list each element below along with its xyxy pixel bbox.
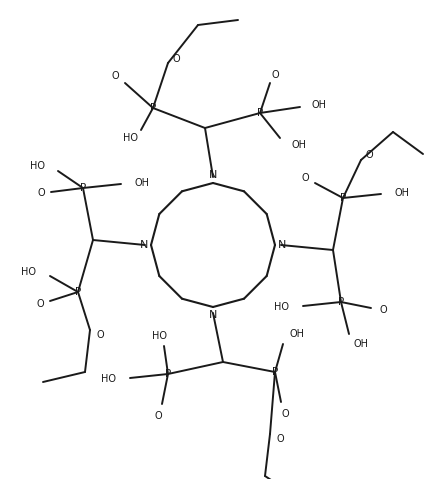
Text: P: P [75,287,81,297]
Text: P: P [80,183,86,193]
Text: N: N [208,310,217,320]
Text: HO: HO [101,374,116,384]
Text: O: O [154,411,161,421]
Text: P: P [256,108,262,118]
Text: N: N [139,240,148,250]
Text: OH: OH [353,339,368,349]
Text: P: P [150,103,156,113]
Text: O: O [271,70,278,80]
Text: O: O [276,434,283,444]
Text: HO: HO [152,331,167,341]
Text: O: O [300,173,308,183]
Text: OH: OH [289,329,304,339]
Text: O: O [281,409,288,419]
Text: O: O [36,299,44,309]
Text: HO: HO [123,133,138,143]
Text: P: P [337,297,343,307]
Text: N: N [208,170,217,180]
Text: HO: HO [21,267,36,277]
Text: OH: OH [394,188,409,198]
Text: HO: HO [273,302,288,312]
Text: P: P [164,369,171,379]
Text: O: O [37,188,45,198]
Text: P: P [271,367,277,377]
Text: O: O [172,54,179,64]
Text: P: P [339,193,345,203]
Text: OH: OH [311,100,326,110]
Text: HO: HO [30,161,45,171]
Text: OH: OH [291,140,306,150]
Text: O: O [96,330,104,340]
Text: OH: OH [135,178,150,188]
Text: O: O [378,305,386,315]
Text: O: O [364,150,372,160]
Text: O: O [111,71,118,81]
Text: N: N [277,240,285,250]
